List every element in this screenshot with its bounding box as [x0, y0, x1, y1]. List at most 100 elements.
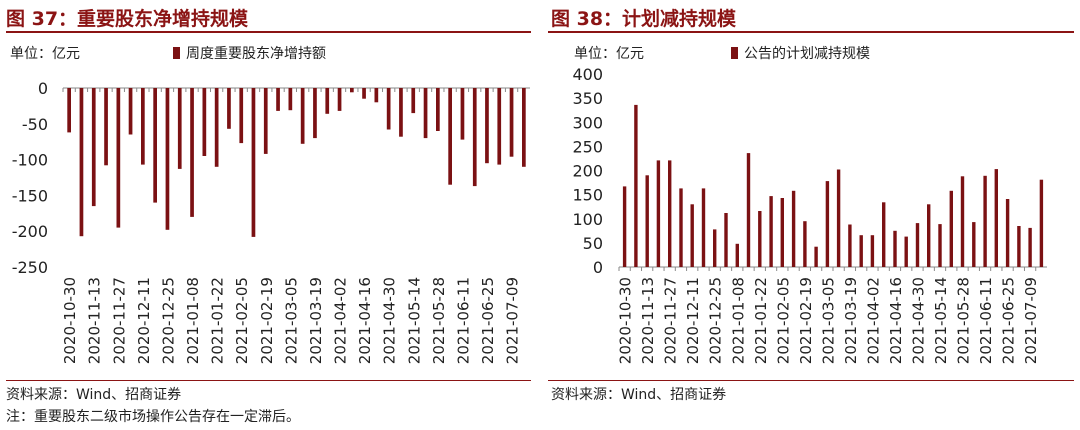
x-tick-label: 2021-02-19 — [797, 277, 815, 364]
bar — [497, 88, 502, 165]
bar — [141, 88, 145, 165]
bar — [825, 181, 830, 267]
bar — [485, 88, 489, 164]
bar — [927, 204, 931, 267]
bar — [859, 235, 863, 267]
bar — [472, 88, 477, 187]
bar — [1039, 179, 1044, 267]
figure-38-title: 图 38：计划减持规模 — [551, 8, 737, 30]
bar — [239, 88, 244, 144]
bar — [1017, 226, 1021, 267]
bar — [882, 202, 886, 267]
bar — [214, 88, 219, 167]
x-tick-label: 2021-06-25 — [1000, 277, 1018, 364]
x-tick-label: 2021-02-05 — [233, 277, 251, 364]
bar — [960, 176, 965, 267]
y-tick-label: -100 — [12, 151, 48, 170]
bar — [836, 169, 841, 267]
planned-reduction-chart: 单位：亿元 公告的计划减持规模 0 50 100 150 200 250 300 350 400 20… — [572, 46, 1047, 364]
bar — [79, 88, 84, 237]
unit-label: 单位：亿元 — [10, 46, 80, 62]
bar — [300, 88, 305, 144]
x-tick-label: 2021-06-11 — [454, 277, 472, 364]
figure-38-bottom-rule — [548, 380, 1074, 381]
figure-37-bottom-rule — [6, 380, 531, 381]
figure-37-title: 图 37：重要股东净增持规模 — [6, 8, 249, 30]
legend-swatch — [173, 47, 180, 59]
bar — [313, 88, 317, 139]
bar — [803, 221, 807, 267]
x-tick-label: 2020-11-13 — [639, 277, 657, 364]
x-tick-label: 2021-07-09 — [1022, 277, 1040, 364]
bar — [104, 88, 108, 166]
x-tick-label: 2021-06-11 — [977, 277, 995, 364]
bar — [915, 223, 920, 267]
bar — [949, 190, 953, 267]
bar — [724, 213, 728, 267]
y-tick-label: 200 — [572, 162, 603, 181]
bar — [362, 88, 366, 99]
net-increase-chart: 单位：亿元 周度重要股东净增持额 0 -50 -100 -150 -200 -250 2020-… — [10, 46, 530, 364]
x-tick-label: 2021-04-30 — [381, 277, 399, 364]
y-tick-label: 250 — [572, 137, 603, 156]
bar — [350, 88, 354, 93]
bar — [1028, 227, 1032, 267]
bar — [983, 175, 987, 267]
bar — [904, 236, 908, 267]
bar — [690, 204, 694, 267]
bar — [814, 246, 818, 267]
x-tick-label: 2021-01-08 — [729, 277, 747, 364]
x-tick-label: 2020-12-25 — [707, 277, 725, 364]
y-tick-label: 400 — [572, 65, 603, 84]
bar — [190, 88, 194, 217]
x-tick-label: 2021-05-28 — [955, 277, 973, 364]
y-tick-label: -150 — [12, 186, 48, 205]
y-tick-label: -50 — [22, 115, 48, 134]
bar — [746, 153, 751, 267]
y-tick-label: 50 — [583, 234, 603, 253]
x-tick-label: 2021-05-14 — [932, 277, 950, 364]
y-tick-label: 150 — [572, 186, 603, 205]
bar — [668, 160, 672, 267]
source-note-right: 资料来源：Wind、招商证券 — [551, 387, 727, 403]
bar — [893, 230, 897, 267]
x-tick-label: 2020-12-11 — [684, 277, 702, 364]
bar — [460, 88, 465, 140]
y-tick-label: 100 — [572, 210, 603, 229]
source-note-left: 资料来源：Wind、招商证券 — [6, 387, 182, 403]
bar — [972, 222, 976, 267]
x-tick-label: 2021-05-28 — [430, 277, 448, 364]
bar — [634, 104, 638, 268]
x-tick-label: 2021-04-16 — [356, 277, 374, 364]
bar — [1005, 199, 1010, 267]
bar — [411, 88, 416, 114]
x-tick-label: 2021-03-19 — [307, 277, 325, 364]
bar — [870, 235, 875, 267]
bar — [423, 88, 428, 139]
bar — [128, 88, 133, 135]
y-tick-label: -250 — [12, 258, 48, 277]
bar — [656, 160, 661, 267]
bar — [791, 190, 796, 267]
bar — [165, 88, 170, 230]
bar — [374, 88, 379, 103]
bar — [177, 88, 182, 169]
bar — [701, 188, 706, 267]
x-tick-label: 2021-02-19 — [258, 277, 276, 364]
x-tick-label: 2020-11-13 — [86, 277, 104, 364]
x-tick-label: 2021-03-05 — [819, 277, 837, 364]
bar — [202, 88, 207, 156]
figure-37-title-rule — [6, 31, 531, 33]
bar — [116, 88, 121, 228]
bar — [386, 88, 391, 130]
x-tick-label: 2020-12-11 — [135, 277, 153, 364]
bar — [780, 198, 784, 267]
bar — [509, 88, 514, 157]
bar — [622, 186, 627, 267]
x-tick-label: 2020-12-25 — [159, 277, 177, 364]
bar — [153, 88, 157, 203]
x-tick-label: 2021-03-05 — [282, 277, 300, 364]
x-tick-label: 2020-10-30 — [617, 277, 635, 364]
bar — [337, 88, 342, 111]
figure-38-title-rule — [548, 31, 1074, 33]
